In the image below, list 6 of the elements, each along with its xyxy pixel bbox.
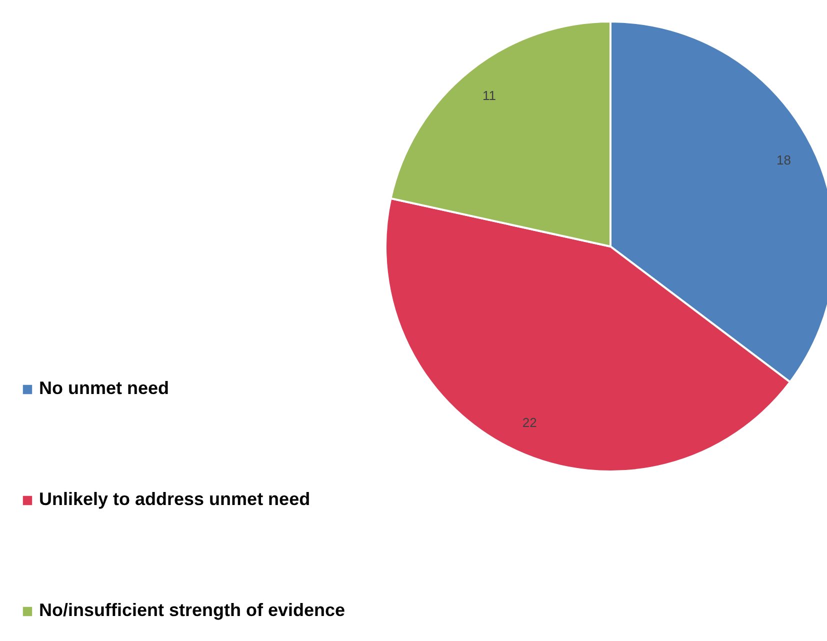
data-label: 18 <box>776 152 791 168</box>
data-label: 11 <box>482 88 496 104</box>
legend-label: Unlikely to address unmet need <box>39 489 310 510</box>
legend-label: No unmet need <box>39 378 170 399</box>
legend-label: No/insufficient strength of evidence <box>39 600 346 621</box>
data-label: 22 <box>522 414 537 430</box>
